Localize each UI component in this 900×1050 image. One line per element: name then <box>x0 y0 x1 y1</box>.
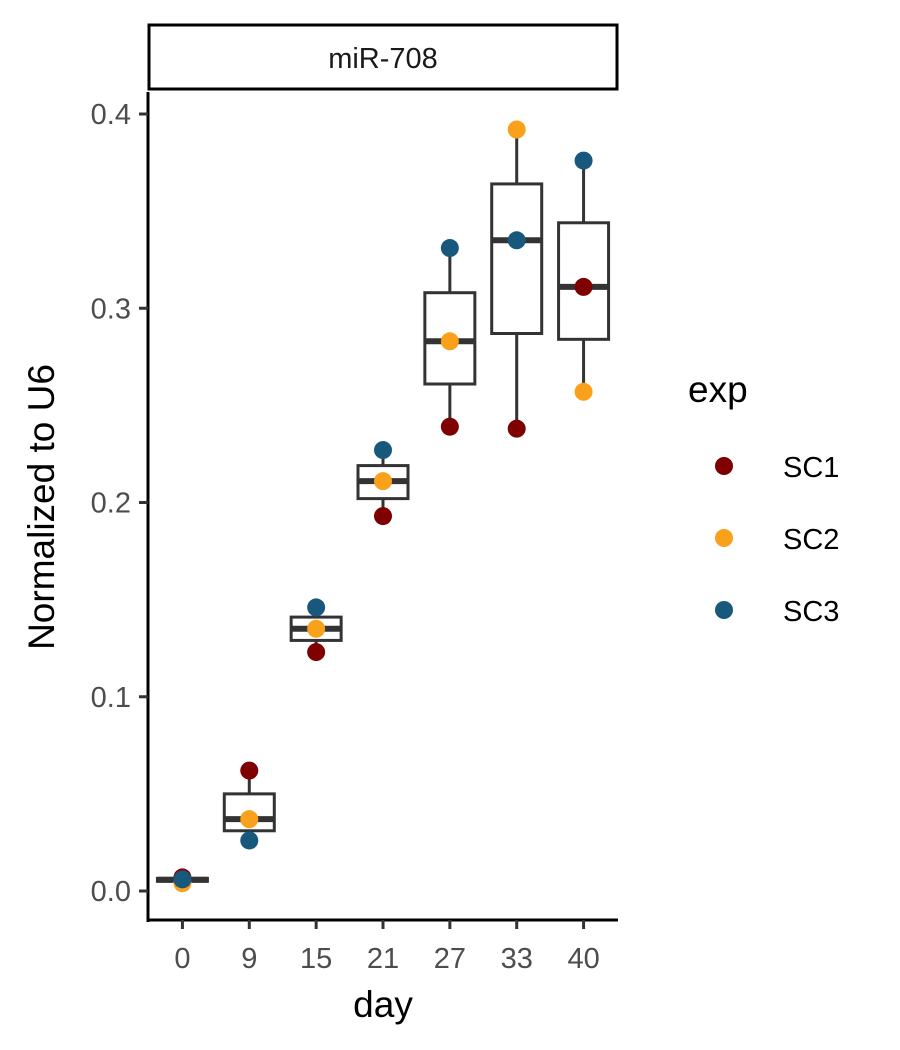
y-axis-ticks: 0.0 0.1 0.2 0.3 0.4 <box>91 99 148 908</box>
legend: exp SC1 SC2 SC3 <box>688 369 839 628</box>
x-tick-label: 15 <box>300 943 332 975</box>
point-sc2-day-27 <box>440 332 459 351</box>
legend-label-sc1: SC1 <box>783 452 839 484</box>
point-sc3-day-15 <box>307 598 326 617</box>
x-axis-title: day <box>353 984 413 1025</box>
legend-key-sc3 <box>715 601 733 619</box>
point-sc1-day-9 <box>240 761 259 780</box>
y-tick-label: 0.0 <box>91 876 131 908</box>
point-sc1-day-33 <box>507 419 526 438</box>
boxplot-boxes <box>155 129 611 883</box>
y-axis-title: Normalized to U6 <box>21 364 62 650</box>
y-tick-label: 0.2 <box>91 488 131 520</box>
point-sc3-day-9 <box>240 831 259 850</box>
point-sc3-day-21 <box>374 441 392 460</box>
legend-item-sc3: SC3 <box>715 596 839 628</box>
point-sc1-day-27 <box>440 417 459 436</box>
legend-label-sc2: SC2 <box>783 524 839 556</box>
point-sc1-day-15 <box>307 643 326 662</box>
legend-item-sc1: SC1 <box>715 452 839 484</box>
legend-items: SC1 SC2 SC3 <box>715 452 839 628</box>
legend-key-sc1 <box>715 457 733 475</box>
x-tick-label: 21 <box>367 943 399 975</box>
point-sc2-day-21 <box>374 472 392 491</box>
point-sc2-day-15 <box>307 619 326 638</box>
box-body <box>490 182 544 336</box>
box-day-33 <box>490 129 544 429</box>
facet-strip-box <box>147 23 619 91</box>
x-axis-ticks: 0 9 15 21 27 33 40 <box>174 920 600 975</box>
legend-label-sc3: SC3 <box>783 596 839 628</box>
data-points <box>173 120 593 893</box>
x-tick-label: 9 <box>241 943 257 975</box>
y-tick-label: 0.1 <box>91 682 131 714</box>
point-sc1-day-21 <box>374 507 392 526</box>
box-day-40 <box>557 160 611 392</box>
facet-strip-label: miR-708 <box>328 43 438 75</box>
x-tick-label: 40 <box>567 943 599 975</box>
point-sc3-day-33 <box>507 231 526 250</box>
point-sc3-day-0 <box>173 870 192 889</box>
legend-title: exp <box>688 369 748 410</box>
facet-strip: miR-708 <box>147 23 619 91</box>
point-sc1-day-40 <box>574 277 593 296</box>
point-sc3-day-27 <box>440 239 459 258</box>
legend-key-sc2 <box>715 529 733 547</box>
y-tick-label: 0.3 <box>91 293 131 325</box>
point-sc2-day-9 <box>240 810 259 829</box>
box-day-9 <box>222 770 276 841</box>
point-sc2-day-40 <box>574 382 593 401</box>
x-tick-label: 0 <box>174 943 190 975</box>
point-sc2-day-33 <box>507 120 526 139</box>
legend-item-sc2: SC2 <box>715 524 839 556</box>
x-tick-label: 27 <box>434 943 466 975</box>
y-tick-label: 0.4 <box>91 99 131 131</box>
x-tick-label: 33 <box>501 943 533 975</box>
point-sc3-day-40 <box>574 151 593 170</box>
